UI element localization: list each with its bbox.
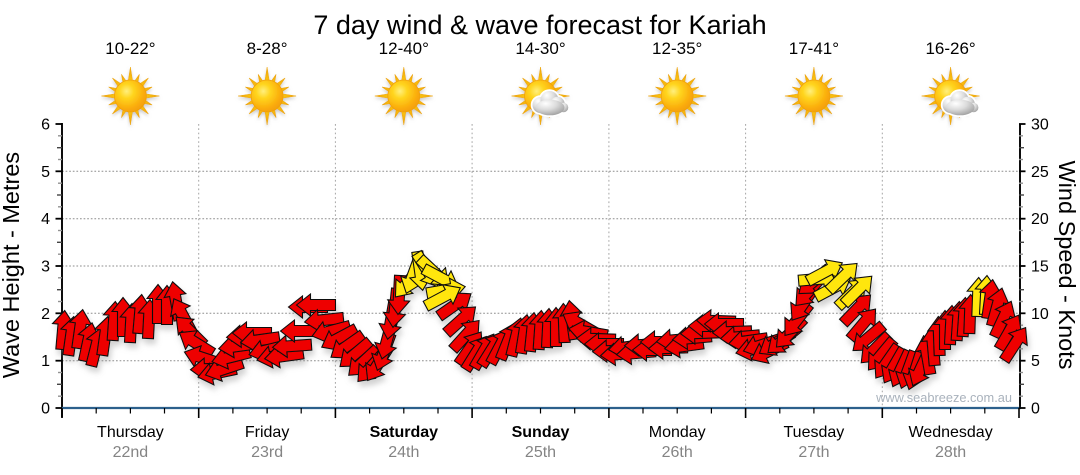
svg-text:22nd: 22nd <box>113 444 149 461</box>
svg-text:23rd: 23rd <box>251 444 283 461</box>
svg-text:7 day wind & wave forecast for: 7 day wind & wave forecast for Kariah <box>313 10 766 40</box>
svg-text:16-26°: 16-26° <box>925 39 975 58</box>
svg-text:3: 3 <box>41 259 50 276</box>
svg-text:Wave Height - Metres: Wave Height - Metres <box>0 152 24 378</box>
svg-text:10-22°: 10-22° <box>105 39 155 58</box>
svg-text:14-30°: 14-30° <box>515 39 565 58</box>
svg-text:Monday: Monday <box>649 424 706 441</box>
svg-text:1: 1 <box>41 353 50 370</box>
svg-text:25: 25 <box>1031 164 1049 181</box>
svg-text:0: 0 <box>41 401 50 418</box>
svg-text:25th: 25th <box>525 444 556 461</box>
svg-text:5: 5 <box>1031 353 1040 370</box>
svg-text:27th: 27th <box>798 444 829 461</box>
svg-text:8-28°: 8-28° <box>247 39 288 58</box>
svg-text:28th: 28th <box>935 444 966 461</box>
svg-text:Tuesday: Tuesday <box>784 424 845 441</box>
svg-text:4: 4 <box>41 211 50 228</box>
svg-text:Sunday: Sunday <box>512 424 570 441</box>
svg-text:Thursday: Thursday <box>97 424 164 441</box>
svg-text:17-41°: 17-41° <box>789 39 839 58</box>
svg-text:20: 20 <box>1031 211 1049 228</box>
svg-text:0: 0 <box>1031 401 1040 418</box>
svg-text:26th: 26th <box>662 444 693 461</box>
svg-text:15: 15 <box>1031 259 1049 276</box>
svg-text:5: 5 <box>41 164 50 181</box>
svg-text:Wednesday: Wednesday <box>908 424 992 441</box>
svg-text:12-40°: 12-40° <box>379 39 429 58</box>
svg-text:24th: 24th <box>388 444 419 461</box>
svg-text:2: 2 <box>41 306 50 323</box>
svg-text:www.seabreeze.com.au: www.seabreeze.com.au <box>875 390 1012 405</box>
svg-text:6: 6 <box>41 117 50 134</box>
svg-text:Saturday: Saturday <box>370 424 439 441</box>
svg-text:12-35°: 12-35° <box>652 39 702 58</box>
svg-text:Wind Speed - Knots: Wind Speed - Knots <box>1054 161 1080 370</box>
svg-text:10: 10 <box>1031 306 1049 323</box>
svg-text:30: 30 <box>1031 117 1049 134</box>
svg-text:Friday: Friday <box>245 424 289 441</box>
